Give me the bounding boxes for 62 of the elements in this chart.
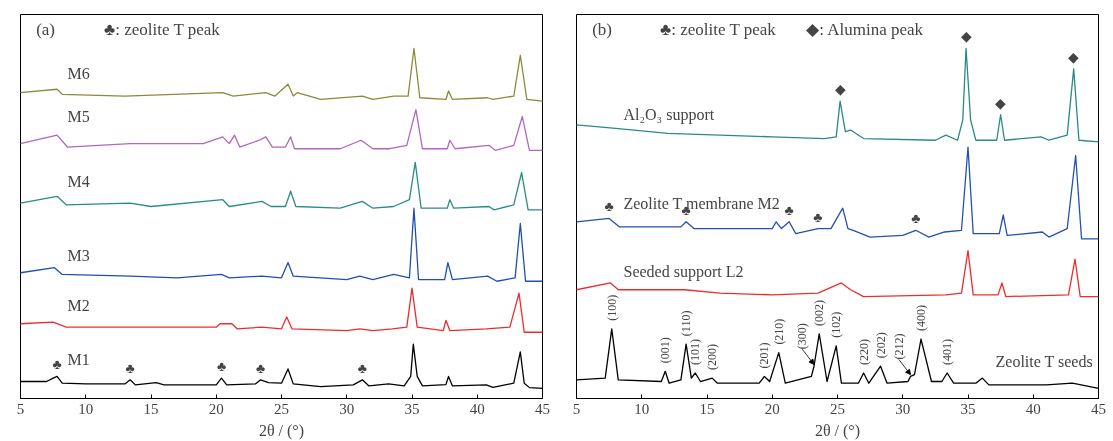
text: ♣: zeolite T peak [104, 19, 221, 39]
x-tick-label: 25 [274, 400, 289, 417]
x-tick-label: 5 [16, 400, 25, 417]
annotation: ◆ [995, 95, 1007, 111]
annotation: ♣ [357, 360, 367, 376]
text: ♣: zeolite T peak [660, 19, 777, 39]
series-label: M1 [67, 350, 90, 368]
annotation: (212) [891, 333, 906, 360]
x-tick-label: 30 [339, 400, 355, 417]
annotation: (201) [757, 342, 772, 369]
text: ◆: Alumina peak [806, 19, 924, 39]
text: (a) [36, 19, 56, 39]
annotation: ♣ [784, 202, 794, 218]
annotation: ♣ [216, 359, 227, 375]
annotation: (400) [914, 305, 929, 332]
x-tick-label: 25 [830, 400, 845, 417]
x-tick-label: 35 [404, 400, 420, 417]
x-tick-label: 15 [699, 400, 715, 417]
annotation: (401) [940, 339, 955, 366]
annotation: (300) [795, 323, 810, 350]
annotation: (110) [679, 310, 694, 337]
x-tick-label: 35 [960, 400, 976, 417]
series-label: M6 [67, 65, 90, 83]
annotation: ♣ [52, 357, 62, 373]
annotation: (101) [688, 339, 703, 366]
annotation: ♣ [604, 199, 614, 215]
x-tick-label: 45 [535, 400, 550, 417]
annotation: (202) [873, 332, 888, 359]
series-label: M3 [67, 247, 90, 265]
x-tick-label: 40 [469, 400, 485, 417]
x-tick-label: 10 [634, 400, 650, 417]
annotation: (210) [771, 318, 786, 345]
annotation: ♣ [813, 209, 823, 225]
annotation: (100) [604, 294, 619, 321]
x-tick-label: 5 [572, 400, 581, 417]
series-label: Zeolite T seeds [995, 352, 1093, 370]
x-tick-label: 15 [143, 400, 159, 417]
series-label: Al₂O₃ support [623, 106, 715, 125]
x-axis-title: 2θ / (°) [258, 421, 305, 440]
annotation: ♣ [256, 360, 266, 376]
x-tick-label: 20 [764, 400, 780, 417]
text: (b) [592, 19, 612, 39]
annotation: ♣ [125, 360, 135, 376]
x-tick-label: 40 [1025, 400, 1041, 417]
annotation: ◆ [834, 82, 846, 98]
annotation: (102) [829, 311, 844, 338]
annotation: ◆ [960, 29, 972, 45]
annotation: (001) [658, 337, 673, 364]
annotation: (200) [705, 344, 720, 371]
x-axis-title: 2θ / (°) [814, 421, 861, 440]
series-label: M5 [67, 107, 90, 125]
x-tick-label: 30 [895, 400, 911, 417]
series-label: Seeded support L2 [623, 262, 744, 281]
x-tick-label: 45 [1091, 400, 1106, 417]
annotation: ◆ [1068, 49, 1080, 65]
annotation: (220) [856, 339, 871, 366]
series-label: M4 [67, 172, 90, 190]
annotation: ♣ [911, 211, 921, 227]
x-tick-label: 20 [208, 400, 224, 417]
series-label: M2 [67, 296, 90, 314]
annotation: (002) [812, 299, 827, 326]
x-tick-label: 10 [78, 400, 94, 417]
